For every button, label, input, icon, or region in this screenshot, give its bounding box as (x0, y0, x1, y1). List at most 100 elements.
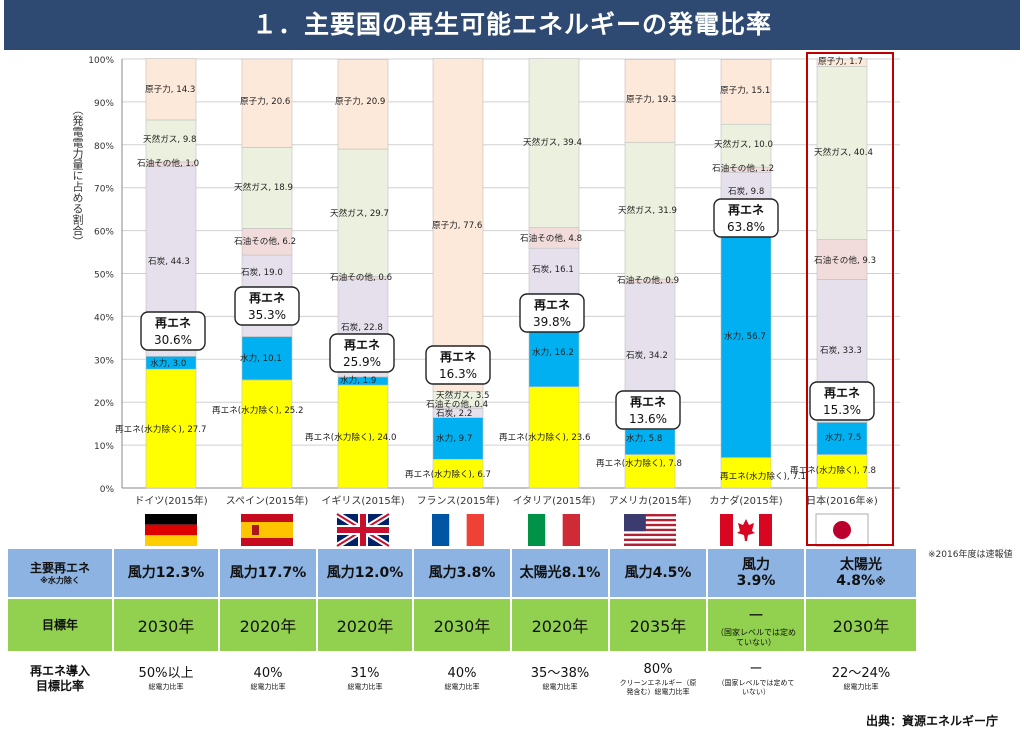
data-label-renew-ex-hydro: 再エネ(水力除く), 23.6 (499, 431, 590, 443)
data-label-hydro: 水力, 3.0 (150, 357, 186, 369)
bar-segment-nuclear (720, 59, 772, 125)
table-cell: 風力4.5% (610, 549, 708, 597)
renewable-callout-box (713, 198, 779, 238)
data-label-renew-ex-hydro: 再エネ(水力除く), 7.8 (790, 464, 876, 476)
data-label-gas: 天然ガス, 40.4 (814, 146, 873, 158)
cell-value: 2020年 (336, 617, 394, 636)
renewable-callout-title: 再エネ (534, 298, 570, 312)
data-label-renew-ex-hydro: 再エネ(水力除く), 7.8 (596, 457, 682, 469)
renewable-callout-value: 39.8% (533, 315, 571, 329)
renewable-callout-value: 63.8% (727, 220, 765, 234)
table-cell: 50%以上 総電力比率 (114, 653, 220, 705)
bar-segment-hydro (432, 417, 484, 460)
data-label-oil: 石油その他, 4.8 (520, 232, 582, 244)
renewable-callout-box (615, 390, 681, 430)
renewable-callout-value: 13.6% (629, 412, 667, 426)
table-cell: 80% クリーンエネルギー（原発含む）総電力比率 (610, 653, 708, 705)
row-header: 主要再エネ ※水力除く (8, 549, 114, 597)
y-tick-label: 60% (94, 228, 114, 238)
cell-value: 2030年 (433, 617, 491, 636)
data-label-hydro: 水力, 1.9 (340, 374, 376, 386)
japan-highlight-box (806, 52, 894, 546)
bar-segment-hydro (816, 422, 868, 455)
table-cell: 2030年 (114, 599, 220, 651)
data-label-gas: 天然ガス, 39.4 (523, 136, 582, 148)
table-cell: 風力17.7% (220, 549, 318, 597)
data-label-renew-ex-hydro: 再エネ(水力除く), 27.7 (115, 423, 206, 435)
uk-flag-icon (335, 511, 391, 549)
cell-value: 風力12.3% (127, 565, 205, 581)
data-label-hydro: 水力, 5.8 (626, 432, 662, 444)
data-label-oil: 石油その他, 9.3 (814, 254, 876, 266)
x-category-label: 日本(2016年※) (806, 494, 878, 507)
cell-subtext: 総電力比率 (347, 683, 383, 691)
table-cell: 40% 総電力比率 (414, 653, 512, 705)
cell-subtext: 総電力比率 (148, 683, 184, 691)
cell-value: 35～38% (530, 666, 590, 681)
bar-segment-nuclear (337, 59, 389, 150)
y-tick-label: 30% (94, 356, 114, 366)
data-label-renew-ex-hydro: 再エネ(水力除く), 24.0 (305, 431, 396, 443)
side-note: ※2016年度は速報値 (928, 550, 1013, 560)
data-label-oil: 石油その他, 6.2 (234, 235, 296, 247)
bar-segment-nuclear (241, 58, 293, 148)
bar-segment-nuclear (624, 59, 676, 143)
bar-segment-renew-ex-hydro (816, 454, 868, 489)
y-tick-label: 50% (94, 271, 114, 281)
cell-subtext: 総電力比率 (444, 683, 480, 691)
cell-value: 2020年 (531, 617, 589, 636)
data-label-hydro: 水力, 56.7 (724, 330, 766, 342)
y-tick-label: 90% (94, 99, 114, 109)
data-label-coal: 石炭, 2.2 (436, 408, 472, 419)
data-label-renew-ex-hydro: 再エネ(水力除く), 25.2 (212, 404, 303, 416)
bar-segment-renew-ex-hydro (432, 458, 484, 489)
data-label-nuclear: 原子力, 20.9 (335, 95, 385, 107)
data-label-oil: 石油その他, 0.6 (330, 271, 392, 283)
title-bar: １．主要国の再生可能エネルギーの発電比率 (4, 0, 1020, 50)
data-label-coal: 石炭, 33.3 (820, 345, 862, 356)
cell-value: 風力12.0% (326, 565, 404, 581)
renewable-callout-box (425, 345, 491, 385)
bar-segment-gas (241, 147, 293, 229)
renewable-callout-title: 再エネ (824, 386, 860, 400)
data-label-gas: 天然ガス, 9.8 (143, 133, 197, 145)
row-header: 再エネ導入 目標比率 (8, 653, 114, 705)
cell-subtext: 総電力比率 (250, 683, 286, 691)
cell-value: 40% (447, 666, 477, 681)
data-label-gas: 天然ガス, 29.7 (330, 207, 389, 219)
cell-value-2: 4.8% (836, 572, 876, 589)
cell-value: 風力 (742, 557, 770, 573)
data-label-gas: 天然ガス, 10.0 (714, 138, 773, 150)
cell-subtext: （国家レベルでは定めていない） (716, 628, 796, 647)
table-cell: 35～38% 総電力比率 (512, 653, 610, 705)
data-label-nuclear: 原子力, 15.1 (720, 84, 770, 96)
data-label-nuclear: 原子力, 20.6 (240, 95, 290, 107)
renewable-callout-box (329, 333, 395, 373)
data-label-coal: 石炭, 9.8 (728, 186, 764, 197)
data-label-oil: 石油その他, 1.2 (712, 162, 774, 174)
bar-segment-renew-ex-hydro (241, 379, 293, 489)
bar-segment-nuclear (145, 58, 197, 121)
cell-value: 2030年 (137, 617, 195, 636)
data-label-coal: 石炭, 16.1 (532, 264, 574, 275)
x-category-label: ドイツ(2015年) (134, 494, 207, 507)
table-cell: 太陽光8.1% (512, 549, 610, 597)
cell-value-2-wrap: 4.8%※ (836, 573, 886, 590)
cell-value: ー (747, 606, 764, 625)
y-tick-label: 40% (94, 313, 114, 323)
cell-value: 太陽光8.1% (519, 565, 601, 581)
bar-segment-renew-ex-hydro (720, 457, 772, 489)
table-cell: 風力 3.9% (708, 549, 806, 597)
renewable-callout-box (809, 381, 875, 421)
bar-segment-hydro (624, 429, 676, 455)
x-category-label: イタリア(2015年) (513, 494, 596, 507)
cell-subtext: （国家レベルでは定めていない） (717, 678, 795, 696)
x-category-label: カナダ(2015年) (709, 494, 782, 507)
table-cell: 2035年 (610, 599, 708, 651)
table-cell: 2020年 (220, 599, 318, 651)
data-label-renew-ex-hydro: 再エネ(水力除く), 7.1 (720, 470, 806, 482)
bar-segment-nuclear (816, 58, 868, 67)
renewable-callout-title: 再エネ (155, 316, 191, 330)
cell-value: 40% (253, 666, 283, 681)
data-label-oil: 石油その他, 0.9 (617, 274, 679, 286)
